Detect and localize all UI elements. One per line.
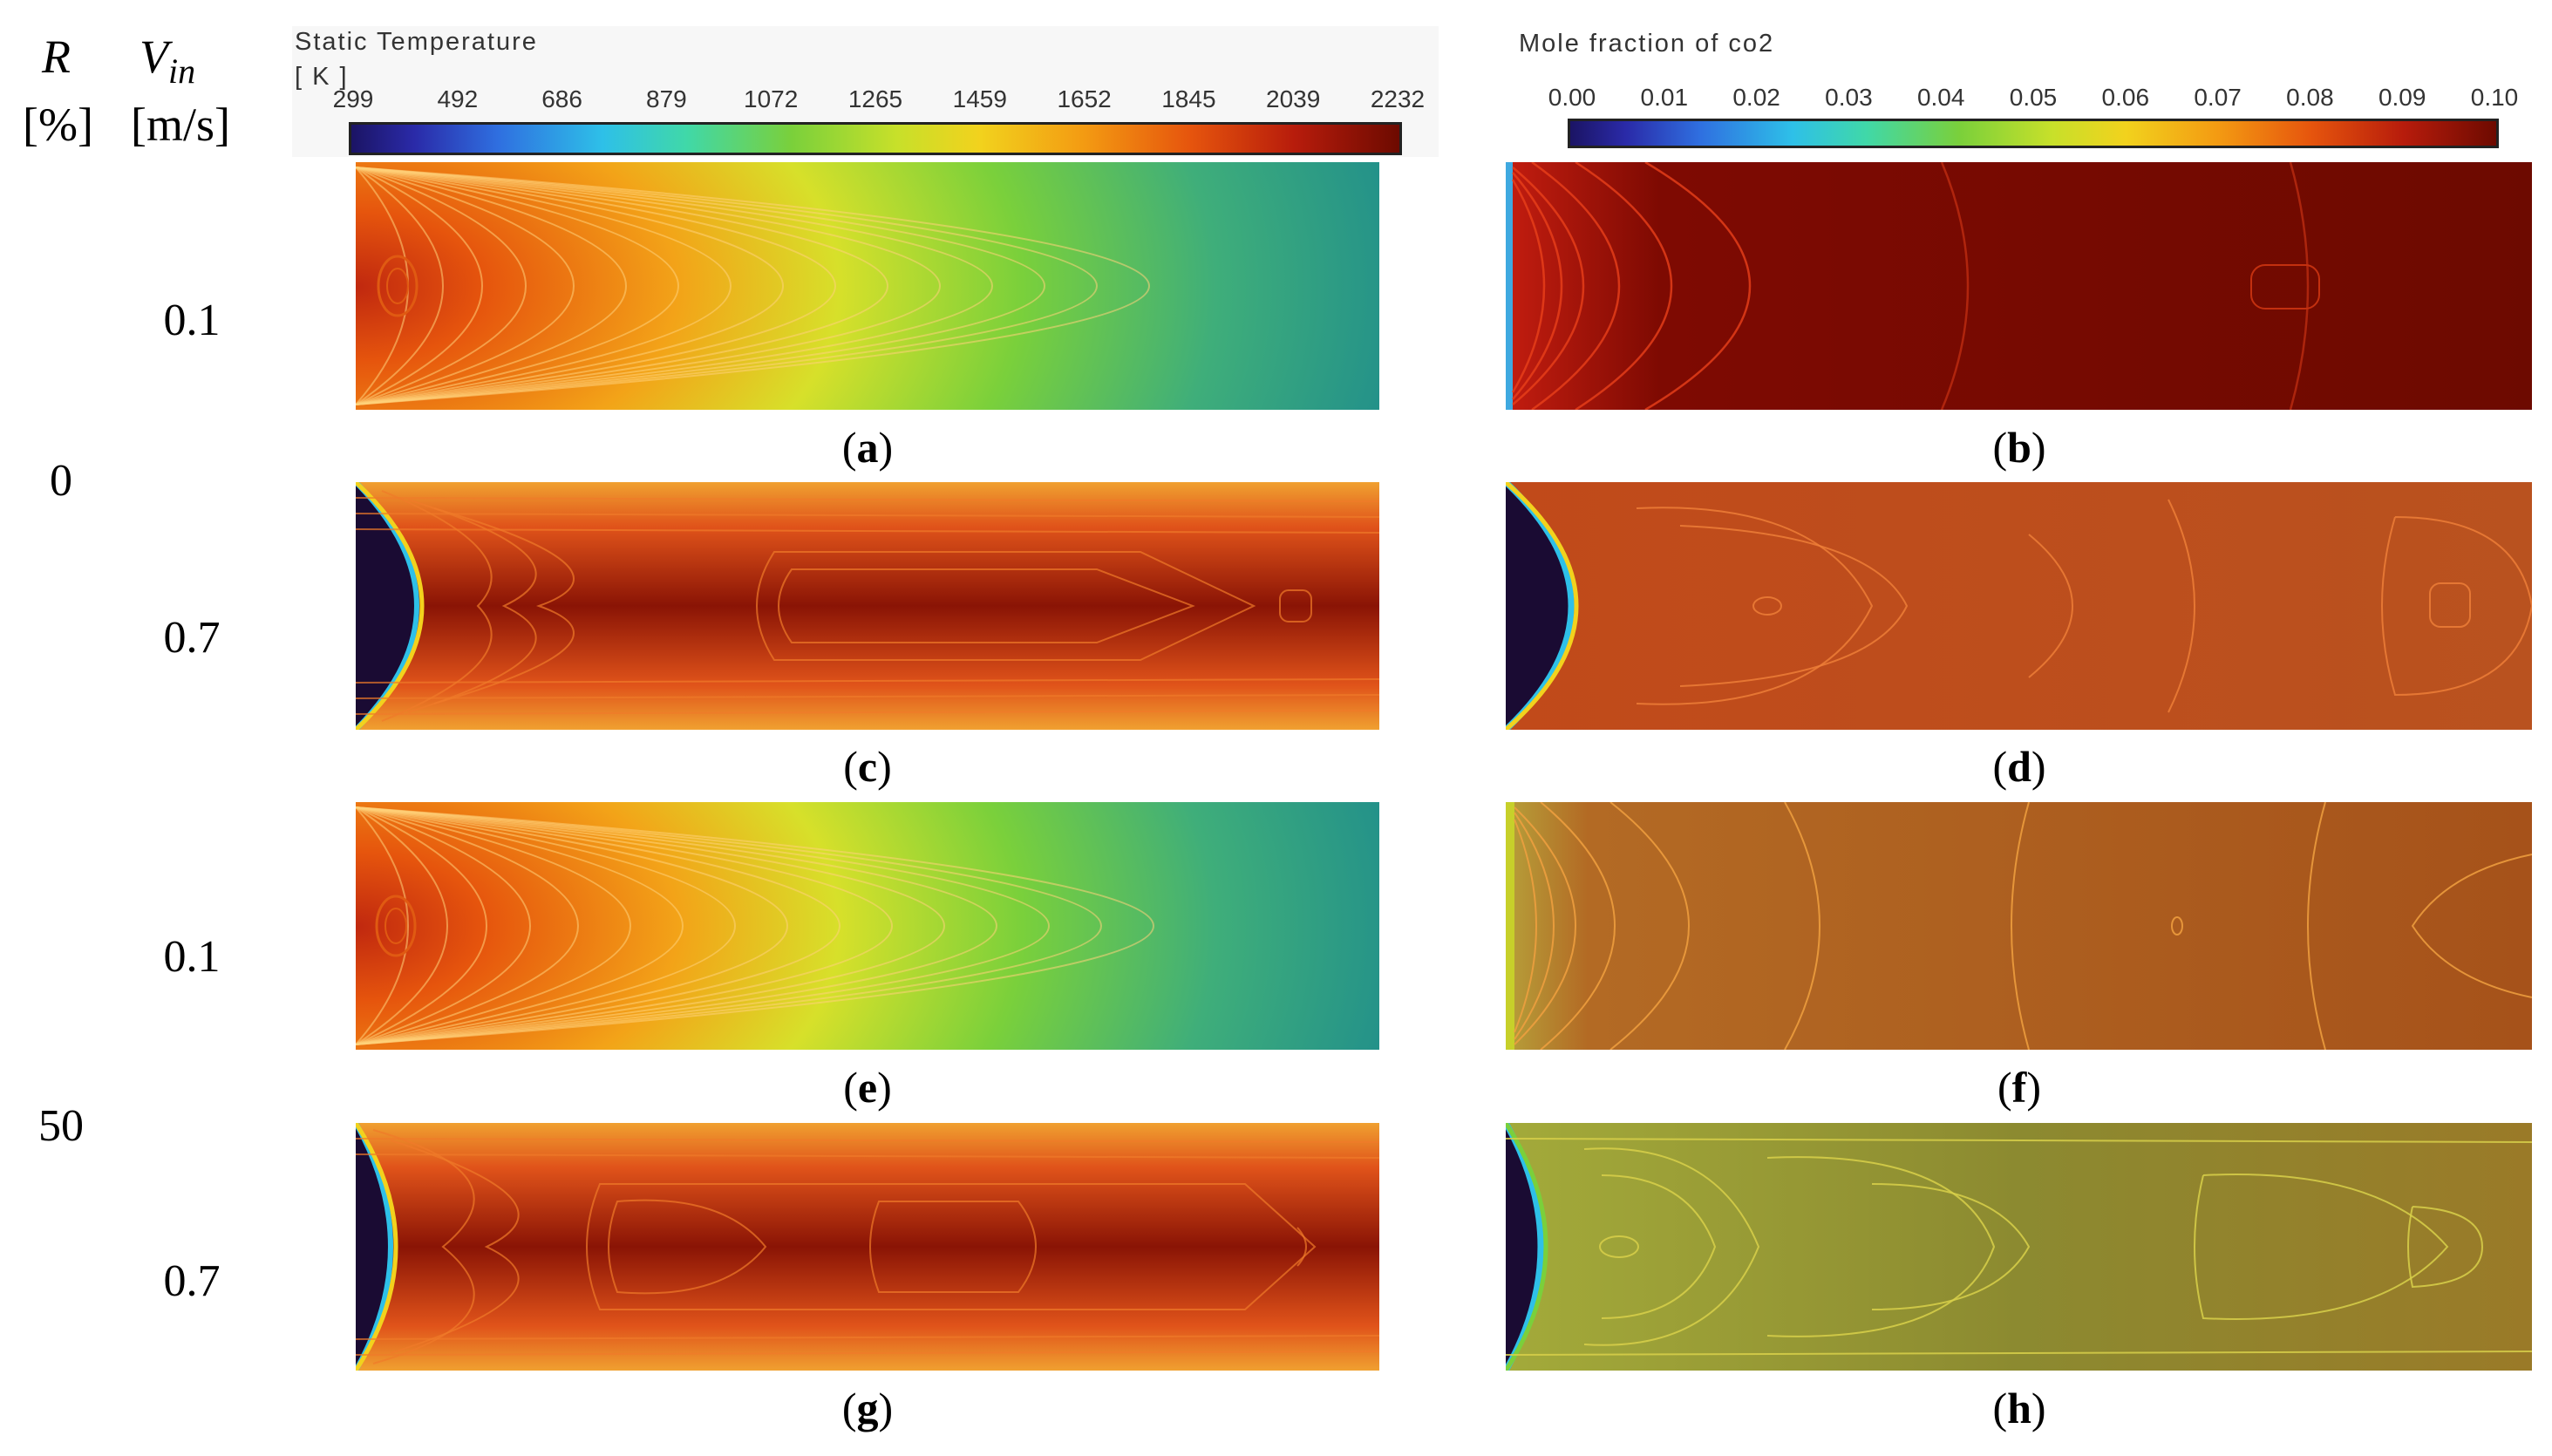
co2-tick-label: 0.07: [2194, 84, 2242, 111]
vin-value-row2: 0.7: [163, 613, 221, 663]
co2-tick-label: 0.01: [1640, 84, 1689, 111]
co2-tick-label: 0.04: [1916, 84, 1965, 111]
temperature-tick-label: 1072: [744, 85, 799, 112]
temperature-colorbar-title: Static Temperature: [295, 28, 538, 56]
vin-symbol: Vin: [140, 30, 195, 92]
vin-main: V: [140, 31, 168, 83]
temperature-tick-label: 1265: [847, 85, 903, 112]
panel-d-co2-plot: [1506, 482, 2532, 730]
temperature-tick-label: 2232: [1370, 85, 1426, 112]
panel-f-co2-plot: [1506, 802, 2532, 1050]
temperature-colorbar-unit: [ K ]: [295, 63, 349, 91]
co2-tick-labels: 0.00 0.01 0.02 0.03 0.04 0.05 0.06 0.07 0.08 0.09…: [1548, 84, 2519, 119]
panel-a-temperature-plot: [356, 162, 1379, 410]
co2-tick-label: 0.06: [2101, 84, 2150, 111]
co2-tick-label: 0.00: [1548, 84, 1596, 111]
vin-value-row1: 0.1: [163, 296, 221, 345]
panel-f-label: (f): [1997, 1063, 2041, 1112]
panel-h-label: (h): [1992, 1384, 2046, 1432]
temperature-tick-labels: 299 492 686 879 1072 1265 1459 1652 1845 2039 2232: [333, 85, 1426, 120]
co2-tick-label: 0.05: [2009, 84, 2058, 111]
vin-value-row4: 0.7: [163, 1256, 221, 1306]
panel-c-label: (c): [843, 742, 892, 791]
co2-colorbar: [1568, 119, 2499, 148]
temperature-tick-label: 299: [332, 85, 374, 112]
temperature-tick-label: 492: [437, 85, 479, 112]
co2-tick-label: 0.08: [2286, 84, 2334, 111]
temperature-tick-label: 686: [541, 85, 582, 112]
r-symbol: R: [42, 31, 71, 83]
panel-h-co2-plot: [1506, 1123, 2532, 1371]
temperature-tick-label: 1845: [1161, 85, 1216, 112]
vin-unit: [m/s]: [131, 99, 230, 151]
co2-colorbar-title: Mole fraction of co2: [1519, 30, 1775, 58]
r-value-0: 0: [50, 456, 72, 506]
co2-tick-label: 0.09: [2378, 84, 2426, 111]
panel-d-label: (d): [1992, 742, 2046, 791]
co2-tick-label: 0.02: [1732, 84, 1780, 111]
temperature-colorbar: [349, 122, 1402, 155]
panel-e-temperature-plot: [356, 802, 1379, 1050]
temperature-tick-label: 1652: [1057, 85, 1112, 112]
temperature-tick-label: 2039: [1266, 85, 1321, 112]
r-value-50: 50: [38, 1101, 84, 1151]
panel-g-temperature-plot: [356, 1123, 1379, 1371]
panel-e-label: (e): [843, 1063, 892, 1112]
panel-b-co2-plot: [1506, 162, 2532, 410]
temperature-tick-label: 1459: [952, 85, 1007, 112]
vin-subscript: in: [168, 51, 196, 91]
co2-tick-label: 0.03: [1825, 84, 1873, 111]
temperature-tick-label: 879: [646, 85, 687, 112]
r-unit: [%]: [23, 99, 93, 151]
panel-a-label: (a): [841, 423, 894, 472]
panel-c-temperature-plot: [356, 482, 1379, 730]
panel-b-label: (b): [1992, 423, 2046, 472]
panel-g-label: (g): [841, 1384, 894, 1432]
co2-tick-label: 0.10: [2470, 84, 2519, 111]
vin-value-row3: 0.1: [163, 932, 221, 982]
